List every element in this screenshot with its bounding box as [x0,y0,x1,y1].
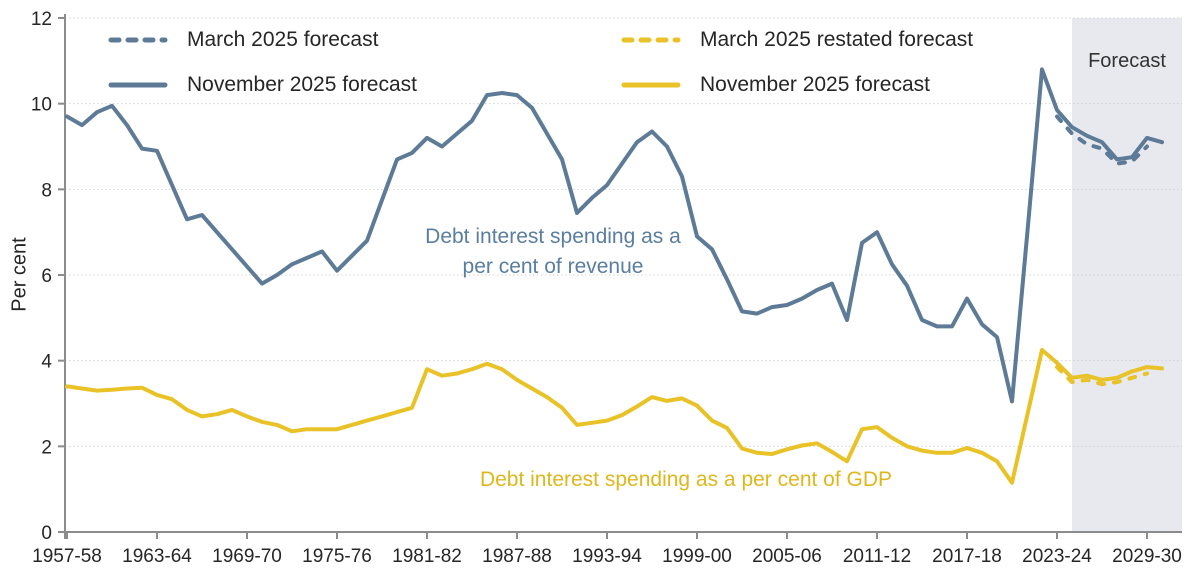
series-line-november-2025-forecast-debt-interest-as-per-cent-of-revenue- [65,67,1164,404]
legend-item-november-revenue: November 2025 forecast [107,73,417,97]
y-tick-label: 2 [41,437,52,458]
series-line-march-2025-restated-forecast-debt-interest-as-per-cent-of-gd [1055,365,1149,387]
legend-swatch-dashed-yellow [621,37,681,43]
legend-label: November 2025 forecast [187,73,417,96]
y-tick-label: 4 [41,352,52,373]
series-line-march-2025-forecast-debt-interest-as-per-cent-of-revenue- [1055,114,1149,166]
legend-swatch-solid-yellow [621,82,681,88]
legend-swatch-dashed-blue [108,37,168,43]
annotation-revenue-line1: Debt interest spending as a [425,225,681,248]
y-axis-title: Per cent [8,237,31,312]
y-tick-label: 0 [41,523,52,544]
legend-item-november-gdp: November 2025 forecast [620,73,930,97]
annotation-gdp-series: Debt interest spending as a per cent of … [479,468,893,491]
x-tick-label: 1963-64 [122,546,192,567]
series-line-november-2025-forecast-debt-interest-as-per-cent-of-gdp- [65,348,1164,485]
legend-swatch-solid-blue [108,82,168,88]
x-tick-label: 2029-30 [1112,546,1182,567]
legend-label: November 2025 forecast [700,73,930,96]
x-tick-label: 1957-58 [32,546,102,567]
x-tick-label: 2005-06 [752,546,822,567]
x-tick-label: 1981-82 [392,546,462,567]
x-tick-label: 1975-76 [302,546,372,567]
x-tick-label: 1999-00 [662,546,732,567]
annotation-revenue-line2: per cent of revenue [462,255,644,278]
annotation-revenue-series: Debt interest spending as a per cent of … [348,222,758,282]
x-tick-label: 2011-12 [843,546,911,567]
legend-item-march-restated-gdp: March 2025 restated forecast [620,28,973,52]
x-tick-label: 1987-88 [482,546,552,567]
y-tick-label: 12 [31,9,52,30]
forecast-region-label: Forecast [1088,50,1166,72]
x-tick-label: 1993-94 [572,546,642,567]
y-tick-label: 6 [41,266,52,287]
x-tick-label: 2017-18 [932,546,1002,567]
legend-item-march-revenue: March 2025 forecast [107,28,378,52]
legend-label: March 2025 forecast [187,28,379,51]
y-tick-label: 10 [31,95,52,116]
x-tick-label: 2023-24 [1022,546,1092,567]
legend-label: March 2025 restated forecast [700,28,974,51]
x-tick-label: 1969-70 [212,546,282,567]
y-tick-label: 8 [41,180,52,201]
